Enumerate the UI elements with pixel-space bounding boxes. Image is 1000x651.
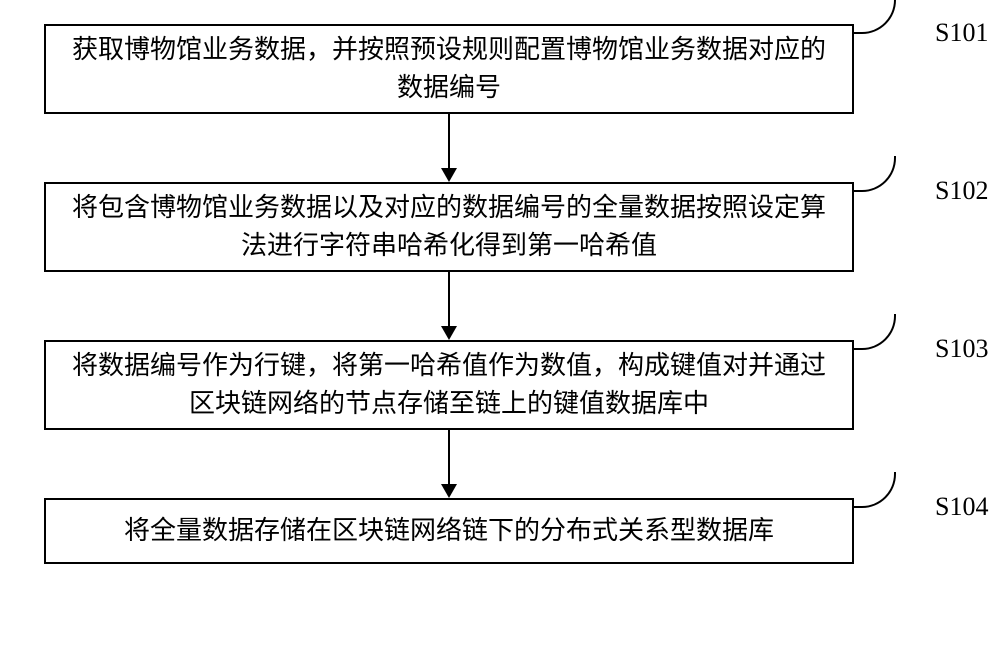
label-connector: [854, 0, 896, 34]
label-connector: [854, 472, 896, 508]
flowchart-container: 获取博物馆业务数据，并按照预设规则配置博物馆业务数据对应的数据编号 S101 将…: [0, 0, 1000, 651]
flow-step-text: 获取博物馆业务数据，并按照预设规则配置博物馆业务数据对应的数据编号: [66, 31, 832, 106]
flow-arrow-head: [441, 168, 457, 182]
flow-step-box: 获取博物馆业务数据，并按照预设规则配置博物馆业务数据对应的数据编号: [44, 24, 854, 114]
flow-step-text: 将全量数据存储在区块链网络链下的分布式关系型数据库: [124, 512, 774, 550]
flow-arrow-head: [441, 484, 457, 498]
flow-step-box: 将全量数据存储在区块链网络链下的分布式关系型数据库: [44, 498, 854, 564]
flow-arrow-head: [441, 326, 457, 340]
label-connector: [854, 156, 896, 192]
flow-step-text: 将包含博物馆业务数据以及对应的数据编号的全量数据按照设定算法进行字符串哈希化得到…: [66, 189, 832, 264]
flow-arrow-line: [448, 430, 450, 484]
flow-arrow-line: [448, 272, 450, 326]
flow-step-label: S104: [935, 492, 988, 522]
label-connector: [854, 314, 896, 350]
flow-step-label: S102: [935, 176, 988, 206]
flow-step-label: S101: [935, 18, 988, 48]
flow-step-box: 将包含博物馆业务数据以及对应的数据编号的全量数据按照设定算法进行字符串哈希化得到…: [44, 182, 854, 272]
flow-step-text: 将数据编号作为行键，将第一哈希值作为数值，构成键值对并通过区块链网络的节点存储至…: [66, 347, 832, 422]
flow-arrow-line: [448, 114, 450, 168]
flow-step-label: S103: [935, 334, 988, 364]
flow-step-box: 将数据编号作为行键，将第一哈希值作为数值，构成键值对并通过区块链网络的节点存储至…: [44, 340, 854, 430]
